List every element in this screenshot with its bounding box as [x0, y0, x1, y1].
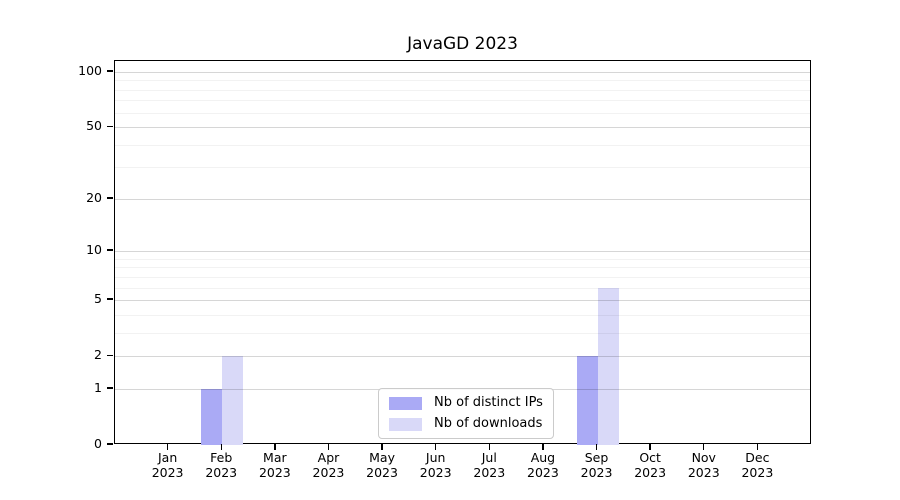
major-gridline — [115, 72, 810, 73]
x-tick-year: 2023 — [419, 465, 452, 480]
minor-gridline — [115, 276, 810, 278]
minor-gridline — [115, 80, 810, 82]
x-tick-label: Jan 2023 — [136, 450, 200, 480]
y-axis-tick — [107, 249, 113, 251]
x-tick-label: Apr 2023 — [296, 450, 360, 480]
y-tick-label: 0 — [94, 436, 102, 451]
x-tick-label: Sep 2023 — [565, 450, 629, 480]
chart-title: JavaGD 2023 — [407, 34, 518, 54]
legend-entry: Nb of downloads — [389, 416, 543, 432]
minor-gridline — [115, 332, 810, 334]
x-tick-year: 2023 — [205, 465, 238, 480]
x-axis-tick — [381, 444, 383, 450]
y-axis-tick — [107, 125, 113, 127]
x-tick-label: Feb 2023 — [189, 450, 253, 480]
x-tick-year: 2023 — [580, 465, 613, 480]
x-tick-year: 2023 — [634, 465, 667, 480]
x-tick-year: 2023 — [312, 465, 345, 480]
y-tick-label: 100 — [78, 63, 102, 78]
y-tick-label: 5 — [94, 291, 102, 307]
minor-gridline — [115, 267, 810, 269]
y-tick-label: 20 — [86, 189, 102, 205]
x-tick-year: 2023 — [473, 465, 506, 480]
x-axis-tick — [756, 444, 759, 450]
minor-gridline — [115, 287, 810, 289]
major-gridline — [115, 356, 810, 358]
legend-swatch — [389, 417, 422, 431]
x-tick-label: Dec 2023 — [725, 450, 789, 480]
x-axis-tick — [595, 444, 598, 450]
x-tick-year: 2023 — [151, 465, 184, 480]
legend-swatch — [389, 396, 422, 410]
x-tick-year: 2023 — [366, 465, 398, 480]
x-axis-tick — [220, 444, 222, 450]
bar-nb-of-downloads-sep — [597, 287, 619, 445]
x-tick-month: Oct — [639, 450, 661, 465]
x-tick-month: Sep — [584, 450, 609, 465]
y-axis-tick — [107, 298, 113, 300]
x-tick-label: Mar 2023 — [243, 450, 307, 480]
x-tick-label: Nov 2023 — [672, 450, 736, 480]
bar-nb-of-distinct-ips-sep — [576, 356, 598, 445]
minor-gridline — [115, 89, 810, 91]
x-axis-tick — [649, 444, 651, 450]
legend-entry-label: Nb of downloads — [434, 416, 543, 431]
bar-nb-of-distinct-ips-feb — [201, 388, 223, 445]
minor-gridline — [115, 167, 810, 169]
x-tick-month: Apr — [317, 450, 340, 465]
major-gridline — [115, 251, 810, 253]
y-tick-label: 1 — [94, 379, 102, 395]
x-axis-tick — [434, 444, 437, 450]
x-tick-month: Nov — [691, 450, 716, 465]
y-tick-label: 2 — [94, 347, 102, 363]
legend-entry-label: Nb of distinct IPs — [434, 395, 543, 410]
x-tick-label: Jun 2023 — [404, 450, 468, 480]
minor-gridline — [115, 144, 810, 146]
x-tick-year: 2023 — [741, 465, 774, 480]
x-tick-label: May 2023 — [350, 450, 414, 480]
minor-gridline — [115, 100, 810, 102]
x-tick-label: Jul 2023 — [457, 450, 521, 480]
major-gridline — [115, 127, 810, 129]
x-axis-tick — [274, 444, 276, 450]
y-axis-tick — [107, 443, 113, 445]
x-tick-month: Jan — [157, 450, 178, 465]
x-tick-month: Jul — [481, 450, 497, 465]
x-axis-tick — [703, 444, 705, 450]
x-tick-year: 2023 — [687, 465, 720, 480]
x-axis-tick — [542, 444, 544, 450]
y-axis-tick — [107, 70, 113, 72]
y-axis-tick — [107, 354, 113, 356]
x-tick-month: Jun — [425, 450, 446, 465]
x-tick-label: Aug 2023 — [511, 450, 575, 480]
x-tick-month: May — [369, 450, 395, 465]
legend-entry: Nb of distinct IPs — [389, 395, 543, 411]
x-tick-label: Oct 2023 — [618, 450, 682, 480]
x-tick-month: Mar — [263, 450, 287, 465]
x-tick-year: 2023 — [527, 465, 559, 480]
x-tick-month: Dec — [745, 450, 770, 465]
x-tick-month: Feb — [210, 450, 233, 465]
y-tick-label: 50 — [86, 118, 102, 134]
y-axis-tick — [107, 197, 113, 199]
y-axis-tick — [107, 387, 113, 389]
major-gridline — [115, 198, 810, 200]
legend: Nb of distinct IPs Nb of downloads — [378, 388, 554, 439]
major-gridline — [115, 300, 810, 302]
bar-nb-of-downloads-feb — [222, 356, 244, 445]
minor-gridline — [115, 112, 810, 114]
y-tick-label: 10 — [86, 242, 102, 258]
x-axis-tick — [327, 444, 330, 450]
x-tick-year: 2023 — [258, 465, 291, 480]
minor-gridline — [115, 314, 810, 316]
x-axis-tick — [166, 444, 169, 450]
x-tick-month: Aug — [530, 450, 556, 465]
plot-area — [114, 60, 811, 445]
x-axis-tick — [488, 444, 490, 450]
minor-gridline — [115, 258, 810, 260]
